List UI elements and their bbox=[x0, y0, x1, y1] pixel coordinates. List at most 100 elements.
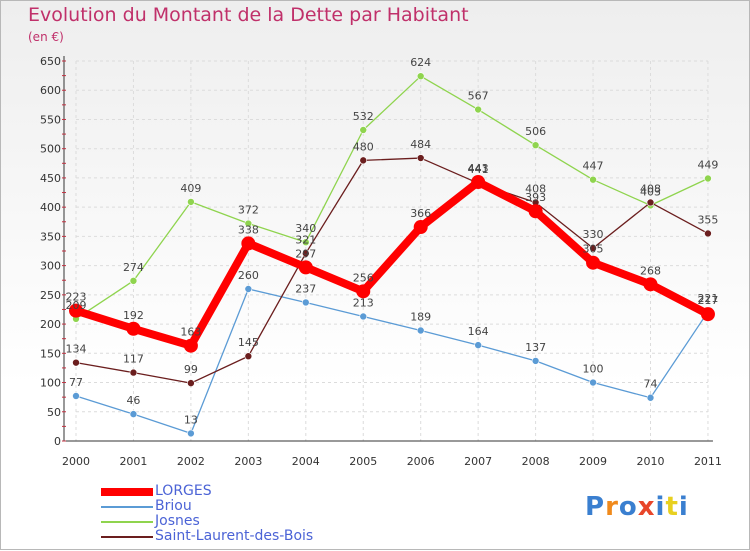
data-label: 408 bbox=[640, 182, 661, 195]
legend-swatch bbox=[101, 521, 153, 523]
legend-label: LORGES bbox=[155, 483, 212, 499]
data-point bbox=[298, 260, 313, 275]
data-label: 213 bbox=[353, 296, 374, 309]
data-point bbox=[589, 378, 597, 387]
y-tick-label: 50 bbox=[47, 406, 61, 419]
y-tick-label: 650 bbox=[40, 55, 61, 68]
data-label: 330 bbox=[583, 228, 604, 241]
data-label: 137 bbox=[525, 341, 546, 354]
series-line-josnes bbox=[75, 75, 709, 320]
data-label: 221 bbox=[697, 292, 718, 305]
data-label: 268 bbox=[640, 264, 661, 277]
data-label: 274 bbox=[123, 261, 144, 274]
data-label: 163 bbox=[180, 326, 201, 339]
data-point bbox=[589, 175, 597, 184]
data-point bbox=[187, 198, 195, 206]
data-label: 209 bbox=[66, 299, 87, 312]
data-point bbox=[126, 321, 141, 336]
data-label: 145 bbox=[238, 336, 259, 349]
x-tick-label: 2008 bbox=[522, 455, 550, 468]
x-tick-label: 2000 bbox=[62, 455, 90, 468]
data-point bbox=[700, 307, 715, 322]
x-tick-label: 2011 bbox=[694, 455, 722, 468]
data-point bbox=[413, 220, 428, 235]
x-tick-label: 2002 bbox=[177, 455, 205, 468]
x-tick-label: 2006 bbox=[407, 455, 435, 468]
data-label: 393 bbox=[525, 191, 546, 204]
data-label: 99 bbox=[184, 363, 198, 376]
data-point bbox=[69, 303, 83, 318]
data-label: 408 bbox=[525, 182, 546, 195]
data-point bbox=[416, 326, 425, 335]
chart-unit: (en €) bbox=[28, 30, 64, 44]
data-label: 372 bbox=[238, 204, 259, 217]
data-point bbox=[416, 72, 425, 80]
data-point bbox=[416, 154, 425, 162]
data-label: 260 bbox=[238, 269, 259, 282]
legend-swatch bbox=[101, 506, 153, 508]
data-point bbox=[704, 229, 712, 238]
series-line-lorges bbox=[72, 178, 712, 350]
data-label: 441 bbox=[468, 163, 489, 176]
data-point bbox=[301, 238, 310, 247]
data-point bbox=[241, 236, 256, 251]
x-tick-label: 2009 bbox=[579, 455, 607, 468]
x-tick-label: 2007 bbox=[464, 455, 492, 468]
data-point bbox=[359, 156, 368, 165]
data-label: 256 bbox=[353, 271, 374, 284]
data-point bbox=[646, 198, 655, 207]
data-point bbox=[471, 175, 486, 190]
data-label: 321 bbox=[295, 233, 316, 246]
data-point bbox=[187, 379, 195, 387]
data-label: 192 bbox=[123, 309, 144, 322]
legend-swatch bbox=[101, 488, 153, 496]
logo-letter: r bbox=[605, 492, 619, 522]
data-point bbox=[704, 174, 712, 183]
proxiti-logo: Proxiti bbox=[585, 492, 689, 522]
data-label: 223 bbox=[66, 291, 87, 304]
data-label: 134 bbox=[66, 343, 87, 356]
data-point bbox=[531, 357, 540, 365]
logo-letter: i bbox=[678, 492, 689, 522]
data-label: 338 bbox=[238, 223, 259, 236]
data-point bbox=[586, 255, 601, 270]
data-point bbox=[474, 105, 482, 114]
data-label: 164 bbox=[468, 325, 489, 338]
data-point bbox=[643, 277, 658, 292]
data-point bbox=[244, 285, 253, 293]
data-point bbox=[187, 429, 195, 438]
y-tick-label: 350 bbox=[40, 230, 61, 243]
y-tick-label: 500 bbox=[40, 143, 61, 156]
data-label: 484 bbox=[410, 138, 431, 151]
series-line-saint-laurent-des-bois bbox=[75, 157, 709, 384]
data-label: 77 bbox=[69, 376, 83, 389]
data-point bbox=[359, 312, 368, 321]
y-tick-label: 300 bbox=[40, 260, 61, 273]
data-point bbox=[129, 368, 138, 377]
y-tick-label: 600 bbox=[40, 84, 61, 97]
data-label: 449 bbox=[697, 159, 718, 172]
data-label: 480 bbox=[353, 140, 374, 153]
data-label: 305 bbox=[583, 243, 604, 256]
y-tick-label: 250 bbox=[40, 289, 61, 302]
y-tick-label: 0 bbox=[54, 435, 61, 448]
x-tick-label: 2010 bbox=[637, 455, 665, 468]
data-point bbox=[359, 126, 368, 134]
data-point bbox=[531, 141, 540, 149]
data-point bbox=[356, 284, 371, 299]
data-label: 355 bbox=[697, 213, 718, 226]
data-label: 217 bbox=[697, 294, 718, 307]
data-label: 46 bbox=[126, 394, 140, 407]
data-point bbox=[528, 204, 543, 219]
chart-title: Evolution du Montant de la Dette par Hab… bbox=[28, 4, 469, 26]
data-label: 74 bbox=[644, 378, 658, 391]
data-label: 117 bbox=[123, 353, 144, 366]
data-label: 237 bbox=[295, 282, 316, 295]
logo-letter: i bbox=[655, 492, 666, 522]
y-tick-label: 100 bbox=[40, 377, 61, 390]
data-point bbox=[129, 410, 138, 418]
data-label: 13 bbox=[184, 413, 198, 426]
data-point bbox=[183, 338, 198, 353]
y-tick-label: 550 bbox=[40, 113, 61, 126]
